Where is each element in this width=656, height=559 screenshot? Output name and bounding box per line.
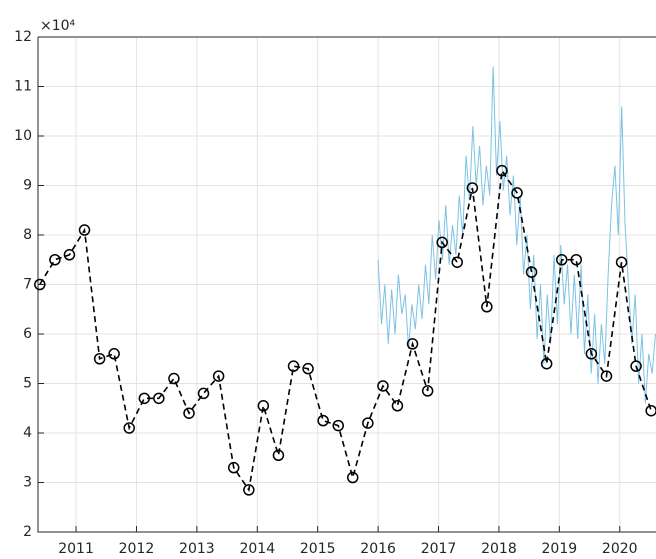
data-point [302, 362, 314, 375]
axes-box [37, 36, 656, 533]
x-tick-label: 2011 [58, 541, 94, 557]
data-point [317, 414, 329, 427]
x-tick-label: 2012 [119, 541, 155, 557]
data-point [49, 254, 61, 266]
data-point [451, 256, 463, 268]
data-point [511, 187, 523, 199]
data-point [615, 256, 628, 268]
data-point [600, 370, 613, 382]
y-tick-label: 11 [14, 79, 32, 95]
data-point [377, 380, 389, 392]
data-point [481, 301, 493, 313]
x-tick-label: 2016 [360, 541, 396, 557]
data-point [197, 387, 210, 400]
data-point [332, 419, 344, 432]
y-tick-label: 7 [23, 277, 32, 293]
y-tick-label: 4 [23, 425, 32, 441]
data-point [570, 254, 583, 266]
data-point [123, 422, 135, 434]
x-tick-label: 2017 [421, 541, 457, 557]
y-exponent-label: ×10⁴ [40, 18, 76, 34]
data-point [272, 449, 285, 462]
data-point [63, 249, 76, 261]
data-point [153, 392, 165, 405]
data-point [556, 254, 568, 266]
data-point [93, 353, 106, 365]
x-tick-label: 2018 [481, 541, 517, 557]
data-point [183, 407, 195, 419]
data-point [421, 385, 434, 397]
x-tick-label: 2020 [602, 541, 638, 557]
series-line [377, 66, 656, 404]
y-tick-label: 3 [23, 475, 32, 491]
data-point [34, 278, 46, 291]
data-point [630, 360, 642, 372]
data-point [243, 484, 255, 496]
data-point [391, 400, 404, 412]
data-point [496, 164, 508, 177]
data-point [78, 224, 91, 236]
y-tick-label: 9 [23, 178, 32, 194]
data-point [362, 417, 374, 429]
x-tick-label: 2019 [542, 541, 578, 557]
data-point [540, 357, 553, 370]
data-point [287, 360, 300, 372]
data-point [138, 392, 151, 405]
data-point [227, 461, 240, 474]
y-tick-label: 12 [14, 29, 32, 45]
data-point [257, 400, 270, 412]
data-point [436, 236, 448, 249]
data-point [466, 182, 479, 194]
y-tick-label: 2 [23, 524, 32, 540]
data-point [525, 266, 538, 278]
data-point [585, 348, 598, 360]
data-point [406, 338, 419, 350]
y-tick-label: 6 [23, 326, 32, 342]
data-point [346, 471, 359, 484]
data-point [168, 372, 180, 385]
x-tick-label: 2015 [300, 541, 336, 557]
data-point [212, 370, 225, 382]
y-tick-label: 8 [23, 227, 32, 243]
y-tick-label: 5 [23, 376, 32, 392]
x-tick-label: 2014 [239, 541, 275, 557]
x-tick-label: 2013 [179, 541, 215, 557]
y-tick-label: 10 [14, 128, 32, 144]
data-point [108, 348, 120, 360]
data-point [645, 404, 656, 417]
